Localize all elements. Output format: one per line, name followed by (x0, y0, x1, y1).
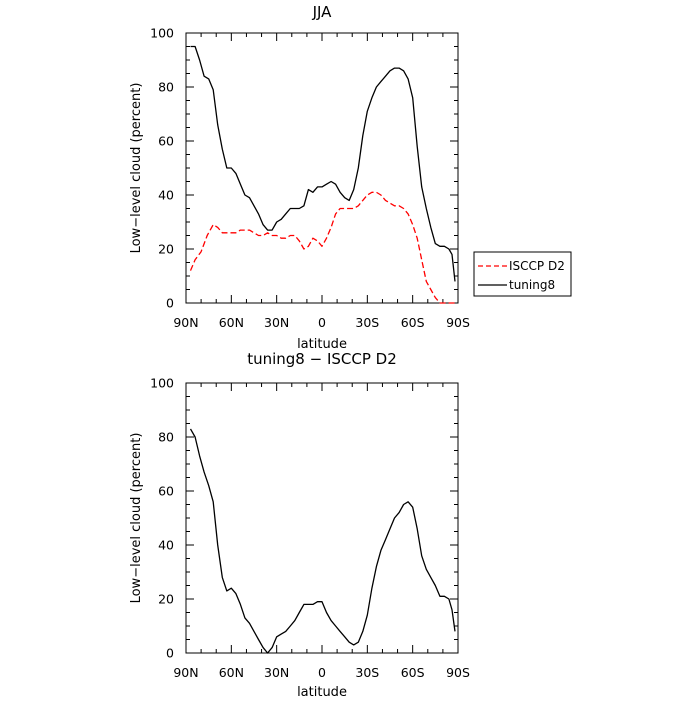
top-chart-xlabel: latitude (297, 337, 347, 352)
top-xtick-label: 60S (401, 315, 425, 330)
legend-label-isccp: ISCCP D2 (509, 259, 565, 273)
top-ytick-label: 60 (158, 134, 174, 149)
bottom-ytick-label: 20 (158, 592, 174, 607)
bottom-ytick-label: 100 (150, 376, 174, 391)
top-chart-plot: 0 20 40 60 80 100 90N 60N 30N 0 30S 60S 90S (150, 26, 470, 331)
legend-box (473, 251, 572, 297)
bottom-xtick-label: 60N (219, 665, 244, 680)
bottom-chart-plot: 0 20 40 60 80 100 90N 60N 30N 0 30S 60S 90S (150, 376, 470, 681)
top-xtick-label: 0 (318, 315, 326, 330)
bottom-chart-xlabel: latitude (297, 685, 347, 700)
top-ytick-label: 40 (158, 188, 174, 203)
bottom-ytick-label: 40 (158, 538, 174, 553)
legend-label-tuning8: tuning8 (509, 278, 555, 292)
bottom-series-line-difference (189, 428, 456, 654)
top-xtick-label: 90S (446, 315, 470, 330)
bottom-xtick-label: 30N (264, 665, 289, 680)
top-ytick-label: 20 (158, 242, 174, 257)
bottom-ytick-label: 80 (158, 430, 174, 445)
top-series-line-isccp-d2 (189, 191, 455, 304)
bottom-xtick-label: 90S (446, 665, 470, 680)
top-chart-title: JJA (312, 3, 333, 21)
top-series-line-tuning8 (190, 45, 456, 282)
top-xtick-label: 60N (219, 315, 244, 330)
top-ytick-label: 100 (150, 26, 174, 41)
bottom-chart-ylabel: Low−level cloud (percent) (129, 433, 144, 604)
bottom-plot-frame (185, 382, 459, 654)
bottom-xtick-label: 60S (401, 665, 425, 680)
top-xtick-label: 90N (173, 315, 198, 330)
top-chart-ylabel: Low−level cloud (percent) (129, 83, 144, 254)
bottom-xtick-label: 90N (173, 665, 198, 680)
bottom-ytick-label: 0 (166, 646, 174, 661)
top-ytick-label: 0 (166, 296, 174, 311)
bottom-chart-title: tuning8 − ISCCP D2 (247, 350, 397, 368)
bottom-ytick-label: 60 (158, 484, 174, 499)
top-ytick-label: 80 (158, 80, 174, 95)
bottom-xtick-label: 0 (318, 665, 326, 680)
bottom-xtick-label: 30S (355, 665, 379, 680)
legend: ISCCP D2 tuning8 (473, 251, 572, 297)
top-xtick-label: 30S (355, 315, 379, 330)
top-xtick-label: 30N (264, 315, 289, 330)
